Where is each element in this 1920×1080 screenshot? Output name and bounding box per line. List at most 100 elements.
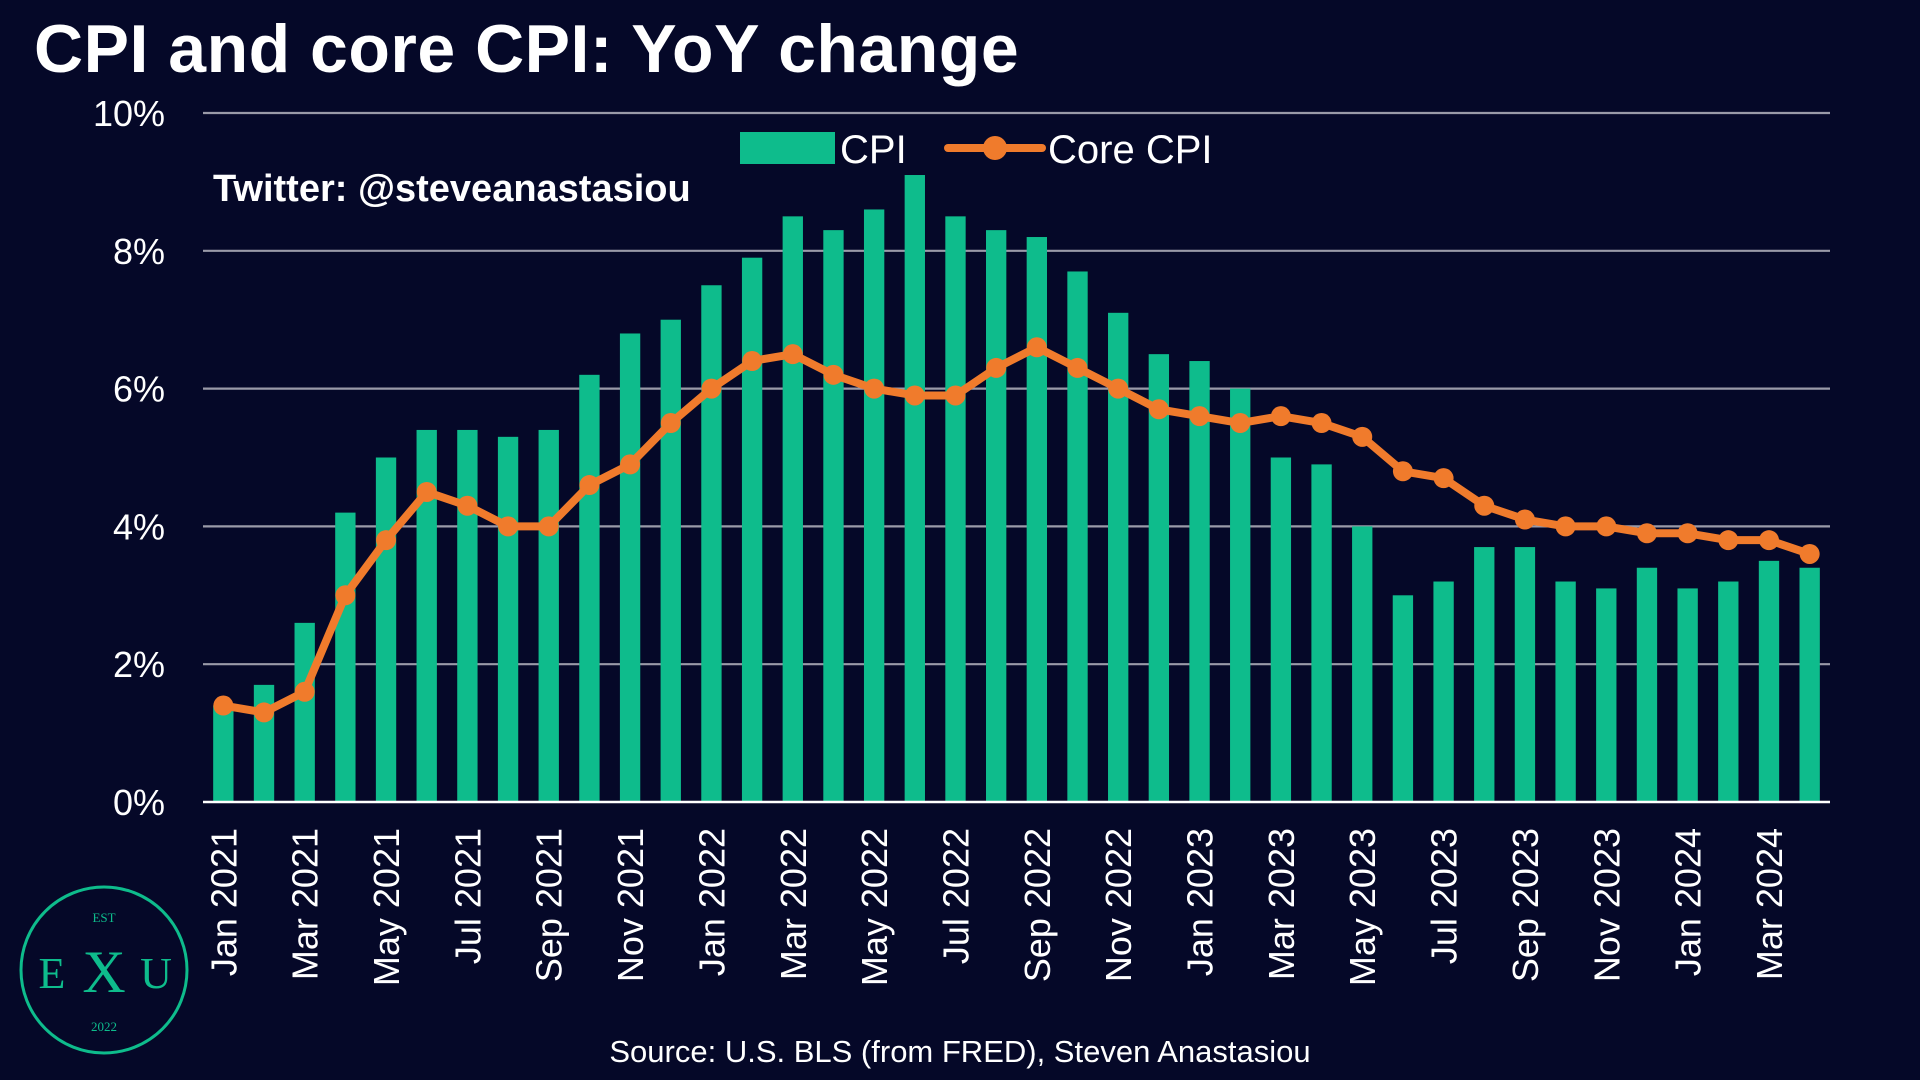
cpi-bar bbox=[457, 429, 478, 802]
logo-ring bbox=[19, 885, 189, 1055]
x-tick-label: Mar 2024 bbox=[1749, 828, 1790, 980]
cpi-bar bbox=[985, 230, 1007, 802]
core-cpi-point bbox=[1596, 516, 1617, 537]
cpi-bar bbox=[1148, 354, 1170, 802]
x-tick-label: Jul 2023 bbox=[1424, 828, 1465, 964]
cpi-bar bbox=[416, 429, 437, 802]
x-tick-label: Jul 2021 bbox=[447, 828, 488, 964]
core-cpi-point bbox=[1311, 413, 1332, 434]
y-tick-label: 2% bbox=[113, 644, 165, 685]
x-tick-label: Nov 2021 bbox=[610, 828, 651, 982]
core-cpi-point bbox=[1514, 509, 1535, 530]
cpi-bar bbox=[1596, 588, 1617, 802]
core-cpi-point bbox=[1230, 413, 1251, 434]
cpi-bar bbox=[904, 175, 925, 802]
cpi-bar bbox=[497, 436, 519, 802]
core-cpi-point bbox=[1108, 378, 1129, 399]
legend-core-cpi-label: Core CPI bbox=[1048, 128, 1213, 172]
core-cpi-point bbox=[213, 695, 234, 716]
core-cpi-point bbox=[1189, 406, 1210, 427]
cpi-bar bbox=[1677, 588, 1698, 802]
cpi-bar bbox=[213, 705, 234, 802]
logo-est: EST bbox=[92, 910, 115, 925]
cpi-bar bbox=[1311, 464, 1332, 802]
core-cpi-point bbox=[1758, 530, 1779, 551]
x-tick-label: May 2022 bbox=[854, 828, 895, 986]
x-tick-label: Jan 2022 bbox=[691, 828, 732, 976]
cpi-bar bbox=[294, 622, 315, 802]
core-cpi-point bbox=[1148, 399, 1169, 420]
core-cpi-point bbox=[742, 351, 763, 372]
x-tick-label: May 2023 bbox=[1342, 828, 1383, 986]
x-tick-label: Sep 2023 bbox=[1505, 828, 1546, 982]
core-cpi-point bbox=[1799, 543, 1820, 564]
core-cpi-point bbox=[335, 585, 356, 606]
core-cpi-line-path bbox=[219, 343, 1814, 717]
cpi-bar bbox=[945, 216, 966, 803]
cpi-bar bbox=[335, 512, 356, 802]
cpi-bar bbox=[782, 216, 803, 803]
x-tick-label: Jan 2024 bbox=[1668, 828, 1709, 976]
cpi-bars bbox=[213, 175, 1820, 803]
logo-year: 2022 bbox=[91, 1019, 117, 1034]
cpi-bar bbox=[579, 374, 600, 802]
y-tick-label: 8% bbox=[113, 231, 165, 272]
core-cpi-point bbox=[823, 364, 844, 385]
cpi-bar bbox=[1474, 547, 1495, 802]
core-cpi-point bbox=[498, 516, 519, 537]
y-axis-ticks: 0% 2% 4% 6% 8% 10% bbox=[93, 93, 165, 823]
core-cpi-point bbox=[416, 481, 437, 502]
eu-logo: EST E X U 2022 bbox=[19, 885, 189, 1055]
cpi-bar bbox=[1758, 560, 1780, 802]
cpi-bar bbox=[538, 429, 559, 802]
chart-title: CPI and core CPI: YoY change bbox=[34, 11, 1020, 87]
cpi-bar bbox=[619, 333, 641, 802]
cpi-bar bbox=[1270, 457, 1292, 802]
cpi-bar bbox=[1067, 271, 1088, 803]
core-cpi-point bbox=[457, 495, 478, 516]
core-cpi-point bbox=[376, 530, 397, 551]
x-tick-label: Mar 2023 bbox=[1261, 828, 1302, 980]
core-cpi-point bbox=[782, 344, 803, 365]
core-cpi-point bbox=[1474, 495, 1495, 516]
core-cpi-point bbox=[1555, 516, 1576, 537]
legend: CPI Core CPI bbox=[740, 128, 1213, 172]
core-cpi-point bbox=[620, 454, 641, 475]
cpi-bar bbox=[1230, 388, 1251, 802]
x-tick-label: Nov 2023 bbox=[1586, 828, 1627, 982]
x-tick-label: Jul 2022 bbox=[935, 828, 976, 964]
core-cpi-point bbox=[254, 702, 275, 723]
x-axis-ticks: Jan 2021 Mar 2021 May 2021 Jul 2021 Sep 2021… bbox=[203, 828, 1790, 986]
cpi-bar bbox=[863, 209, 885, 802]
core-cpi-point bbox=[945, 385, 966, 406]
logo-letter-x: X bbox=[82, 939, 125, 1005]
x-tick-label: Sep 2021 bbox=[529, 828, 570, 982]
x-tick-label: May 2021 bbox=[366, 828, 407, 986]
x-tick-label: Nov 2022 bbox=[1098, 828, 1139, 982]
cpi-bar bbox=[701, 285, 722, 802]
core-cpi-point bbox=[1026, 337, 1047, 358]
source-note: Source: U.S. BLS (from FRED), Steven Ana… bbox=[609, 1034, 1311, 1069]
core-cpi-point bbox=[1636, 523, 1657, 544]
cpi-bar bbox=[1636, 567, 1658, 802]
core-cpi-point bbox=[1433, 468, 1454, 489]
cpi-bar bbox=[741, 257, 763, 802]
core-cpi-point bbox=[986, 357, 1007, 378]
core-cpi-point bbox=[660, 413, 681, 434]
x-tick-label: Jan 2023 bbox=[1180, 828, 1221, 976]
twitter-handle: Twitter: @steveanastasiou bbox=[213, 168, 691, 210]
core-cpi-point bbox=[538, 516, 559, 537]
logo-letter-e: E bbox=[39, 949, 66, 998]
cpi-bar bbox=[1514, 547, 1536, 802]
cpi-bar bbox=[1433, 581, 1454, 802]
cpi-bar bbox=[1392, 595, 1414, 802]
cpi-bar bbox=[823, 230, 844, 802]
core-cpi-point bbox=[294, 681, 315, 702]
x-tick-label: Mar 2022 bbox=[773, 828, 814, 980]
x-tick-label: Jan 2021 bbox=[203, 828, 244, 976]
core-cpi-point bbox=[904, 385, 925, 406]
core-cpi-point bbox=[1677, 523, 1698, 544]
y-tick-label: 0% bbox=[113, 782, 165, 823]
cpi-bar bbox=[1555, 581, 1576, 802]
